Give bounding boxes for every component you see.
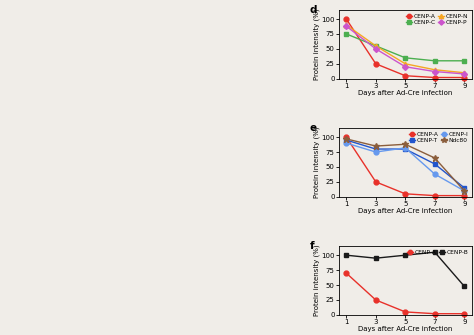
CENP-B [344, 253, 349, 257]
CENP-P [344, 24, 349, 28]
Legend: CENP-A, CENP-T, CENP-I, Ndc80: CENP-A, CENP-T, CENP-I, Ndc80 [409, 131, 469, 143]
CENP-T [461, 186, 467, 190]
Line: CENP-T: CENP-T [344, 138, 467, 190]
Y-axis label: Protein intensity (%): Protein intensity (%) [313, 127, 320, 198]
CENP-I [461, 189, 467, 193]
CENP-P [461, 72, 467, 76]
CENP-A [344, 17, 349, 21]
CENP-P [402, 65, 408, 69]
CENP-N [344, 23, 349, 27]
CENP-T [402, 147, 408, 151]
CENP-P [373, 47, 379, 51]
CENP-A [432, 312, 438, 316]
CENP-C [344, 32, 349, 36]
Line: Ndc80: Ndc80 [343, 136, 467, 194]
Ndc80 [373, 144, 379, 148]
CENP-B [461, 284, 467, 288]
CENP-N [461, 71, 467, 75]
Line: CENP-A: CENP-A [344, 16, 467, 80]
Ndc80 [402, 142, 408, 146]
Line: CENP-A: CENP-A [344, 271, 467, 316]
CENP-A [402, 74, 408, 78]
CENP-I [432, 172, 438, 176]
Line: CENP-I: CENP-I [344, 141, 467, 193]
CENP-T [344, 138, 349, 142]
CENP-A [344, 135, 349, 139]
CENP-C [432, 59, 438, 63]
Y-axis label: Protein intensity (%): Protein intensity (%) [313, 9, 320, 80]
Text: d: d [310, 5, 317, 14]
Text: e: e [310, 123, 317, 133]
CENP-A [402, 310, 408, 314]
CENP-B [432, 250, 438, 254]
X-axis label: Days after Ad-Cre infection: Days after Ad-Cre infection [358, 90, 453, 96]
CENP-C [373, 44, 379, 48]
CENP-B [373, 256, 379, 260]
CENP-A [402, 192, 408, 196]
Text: f: f [310, 241, 314, 251]
Legend: CENP-A, CENP-C, CENP-N, CENP-P: CENP-A, CENP-C, CENP-N, CENP-P [405, 13, 469, 25]
Line: CENP-A: CENP-A [344, 135, 467, 198]
CENP-A [373, 180, 379, 184]
Line: CENP-C: CENP-C [344, 31, 467, 63]
CENP-C [461, 59, 467, 63]
CENP-A [432, 194, 438, 198]
Line: CENP-P: CENP-P [344, 24, 466, 76]
Ndc80 [432, 156, 438, 160]
CENP-A [373, 62, 379, 66]
CENP-A [461, 312, 467, 316]
CENP-I [373, 150, 379, 154]
CENP-C [402, 56, 408, 60]
Y-axis label: Protein intensity (%): Protein intensity (%) [313, 245, 320, 316]
CENP-A [461, 75, 467, 79]
CENP-I [402, 146, 408, 150]
X-axis label: Days after Ad-Cre infection: Days after Ad-Cre infection [358, 208, 453, 214]
CENP-I [344, 141, 349, 145]
Ndc80 [344, 137, 349, 141]
CENP-T [373, 147, 379, 151]
CENP-B [402, 253, 408, 257]
CENP-A [344, 271, 349, 275]
CENP-T [432, 162, 438, 166]
CENP-N [373, 44, 379, 48]
Line: CENP-B: CENP-B [344, 250, 467, 289]
CENP-N [402, 62, 408, 66]
CENP-P [432, 70, 438, 74]
X-axis label: Days after Ad-Cre infection: Days after Ad-Cre infection [358, 326, 453, 332]
CENP-A [461, 194, 467, 198]
CENP-A [432, 75, 438, 79]
CENP-N [432, 68, 438, 72]
Ndc80 [461, 189, 467, 193]
CENP-A [373, 298, 379, 302]
Line: CENP-N: CENP-N [344, 22, 467, 75]
Legend: CENP-A, CENP-B: CENP-A, CENP-B [406, 249, 469, 255]
